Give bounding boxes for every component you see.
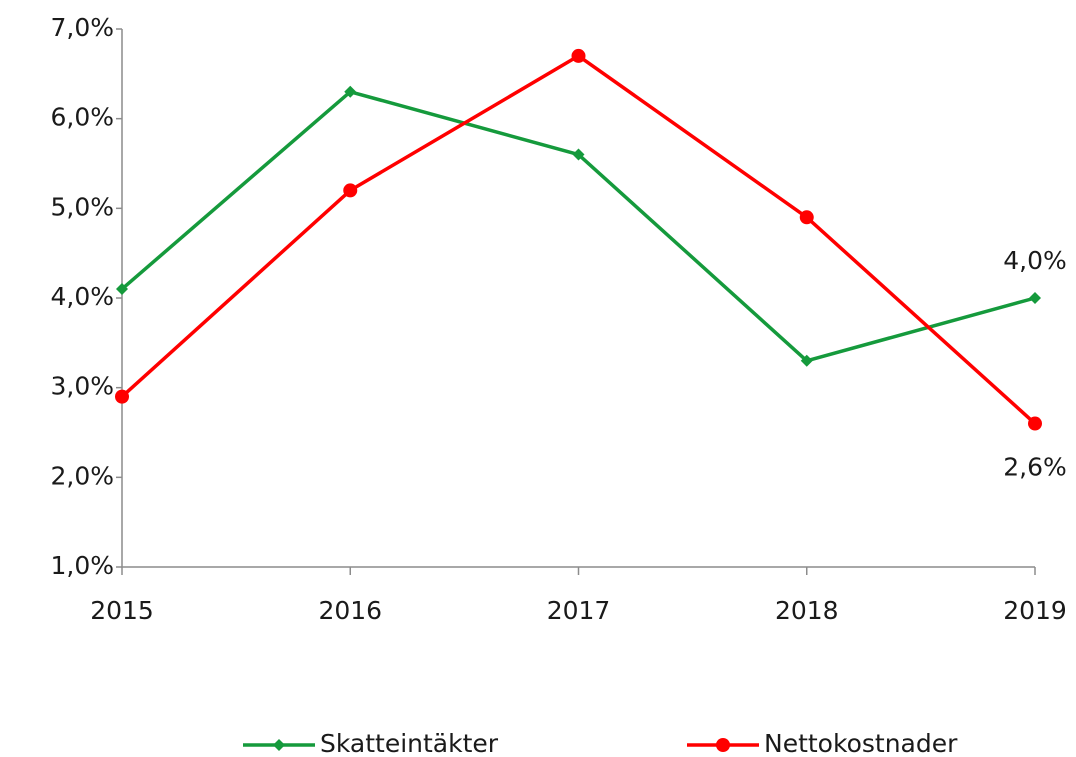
series-line	[120, 90, 1036, 363]
data-label: 2,6%	[1003, 453, 1067, 482]
x-tick-label: 2017	[547, 596, 611, 625]
series-line	[120, 54, 1037, 425]
legend-marker	[273, 739, 285, 751]
marker	[1029, 292, 1041, 304]
x-tick-label: 2019	[1003, 596, 1067, 625]
y-tick-label: 5,0%	[50, 192, 114, 221]
y-tick-label: 4,0%	[50, 282, 114, 311]
legend-marker	[716, 738, 730, 752]
marker	[571, 48, 586, 63]
x-tick-label: 2018	[775, 596, 839, 625]
data-label: 4,0%	[1003, 246, 1067, 275]
y-tick-label: 1,0%	[50, 551, 114, 580]
marker	[116, 283, 128, 296]
y-tick-label: 3,0%	[50, 372, 114, 401]
x-tick-label: 2016	[318, 596, 382, 625]
marker	[800, 354, 813, 367]
marker	[343, 183, 358, 198]
marker	[1028, 416, 1042, 431]
y-tick-label: 2,0%	[50, 461, 114, 490]
marker	[799, 210, 814, 225]
marker	[572, 148, 585, 161]
y-tick-label: 6,0%	[50, 103, 114, 132]
x-tick-label: 2015	[90, 596, 154, 625]
marker	[344, 85, 357, 98]
legend-label: Nettokostnader	[764, 729, 958, 757]
y-tick-label: 7,0%	[50, 13, 114, 42]
legend-label: Skatteintäkter	[320, 729, 499, 757]
marker	[115, 389, 129, 404]
